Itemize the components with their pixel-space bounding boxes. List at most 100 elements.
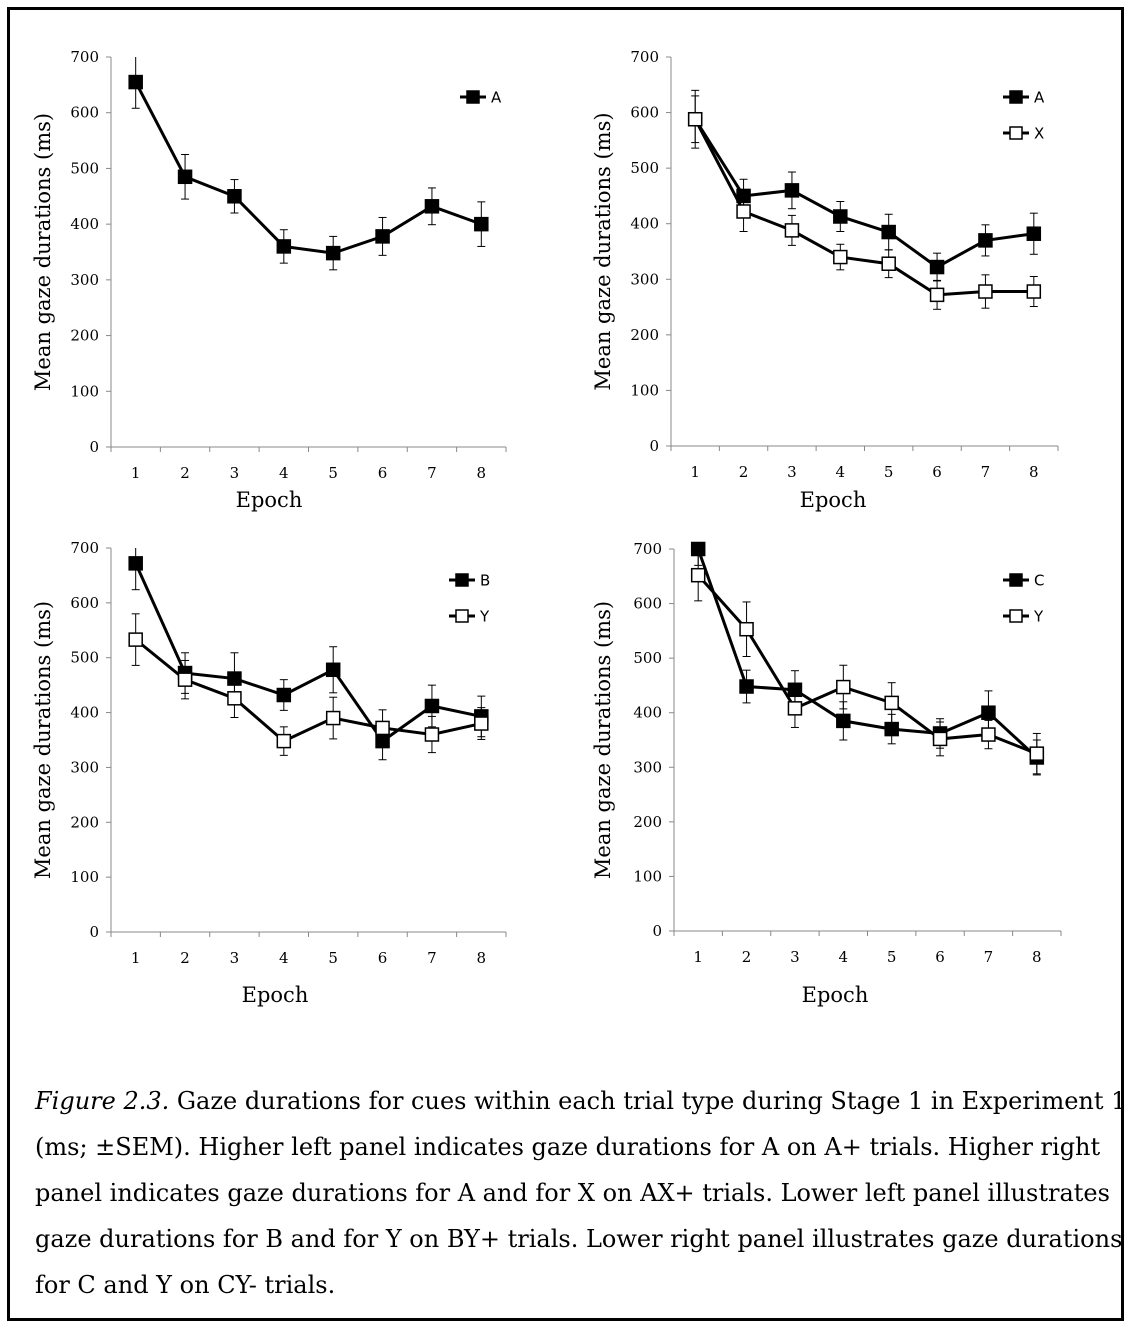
y-tick-label: 400: [70, 704, 99, 722]
legend-marker: [1009, 90, 1023, 104]
x-tick-label: 5: [884, 463, 894, 481]
x-tick-label: 6: [378, 949, 388, 967]
y-tick-label: 0: [89, 438, 99, 456]
series-line-A: [693, 118, 1035, 269]
data-point-Y: [836, 679, 851, 695]
y-tick-label: 100: [70, 382, 99, 400]
legend-marker: [1009, 126, 1023, 140]
y-tick-label: 200: [633, 813, 662, 831]
data-point-Y: [690, 567, 706, 583]
chart-panel-1: 0 100 200 300 400 500 600 700 1 2 3 4 5 6 7 8 Epoch Mean …: [31, 48, 507, 512]
figure-caption: Figure 2.3. Gaze durations for cues with…: [35, 1078, 1127, 1308]
data-point-A: [833, 209, 848, 224]
data-point-B: [276, 687, 292, 703]
y-tick-label: 0: [649, 437, 659, 455]
y-tick-label: 600: [630, 104, 659, 122]
data-point-C: [690, 541, 706, 557]
data-point-C: [787, 682, 803, 698]
x-tick-label: 6: [935, 948, 945, 966]
y-tick-label: 100: [633, 867, 662, 885]
y-tick-label: 400: [630, 215, 659, 233]
x-tick-label: 8: [477, 949, 487, 967]
x-tick-label: 8: [1032, 948, 1042, 966]
x-tick-label: 3: [230, 464, 240, 482]
legend-label: X: [1034, 125, 1044, 143]
data-point-X: [1026, 284, 1042, 299]
x-axis-title: Epoch: [802, 983, 869, 1007]
data-point-A: [227, 189, 242, 204]
data-point-X: [881, 256, 896, 271]
data-point-C: [884, 721, 899, 737]
y-tick-label: 300: [70, 271, 99, 289]
y-axis-title: Mean gaze durations (ms): [591, 601, 615, 879]
data-point-C: [836, 713, 851, 729]
y-tick-label: 600: [70, 104, 99, 122]
y-tick-label: 400: [70, 215, 99, 233]
data-point-X: [687, 111, 703, 127]
data-point-B: [128, 556, 143, 571]
x-tick-label: 1: [131, 464, 141, 482]
chart-panel-4: 0 100 200 300 400 500 600 700 1 2 3 4 5 6 7 8 Epoch Mean …: [591, 540, 1062, 1007]
legend-marker: [1009, 573, 1023, 587]
data-point-A: [978, 233, 993, 248]
data-point-A: [177, 169, 193, 185]
data-point-Y: [375, 720, 390, 736]
x-tick-label: 7: [427, 464, 437, 482]
legend-item-A: A: [1003, 89, 1045, 107]
legend-label: C: [1034, 572, 1044, 590]
legend-item-X: X: [1003, 125, 1044, 143]
y-tick-label: 300: [70, 758, 99, 776]
x-tick-label: 3: [790, 948, 800, 966]
y-tick-label: 500: [633, 649, 662, 667]
legend-item-Y: Y: [1003, 608, 1044, 626]
x-tick-label: 6: [378, 464, 388, 482]
y-tick-label: 700: [633, 540, 662, 558]
x-tick-label: 2: [180, 464, 190, 482]
x-axis-title: Epoch: [236, 488, 303, 512]
y-tick-label: 700: [630, 48, 659, 66]
y-tick-label: 200: [70, 813, 99, 831]
data-point-X: [784, 223, 800, 238]
legend-marker: [466, 90, 480, 104]
data-point-Y: [474, 716, 489, 731]
x-tick-label: 3: [230, 949, 240, 967]
data-point-C: [981, 705, 996, 720]
data-point-B: [375, 733, 390, 749]
x-tick-label: 7: [427, 949, 437, 967]
y-axis-title: Mean gaze durations (ms): [31, 113, 55, 391]
data-point-Y: [981, 727, 996, 742]
x-tick-label: 1: [690, 463, 700, 481]
data-point-A: [325, 245, 341, 261]
x-tick-label: 3: [787, 463, 797, 481]
y-axis-title: Mean gaze durations (ms): [31, 601, 55, 879]
data-point-A: [1026, 226, 1042, 241]
data-point-X: [978, 284, 993, 299]
data-point-A: [736, 188, 751, 204]
series-line-Y: [697, 574, 1038, 756]
data-point-C: [739, 679, 754, 694]
legend-item-C: C: [1003, 572, 1044, 590]
y-tick-label: 0: [652, 922, 662, 940]
series-line-B: [134, 562, 482, 744]
data-point-Y: [325, 710, 341, 726]
data-point-Y: [884, 695, 899, 711]
y-tick-label: 500: [70, 159, 99, 177]
data-point-Y: [932, 731, 948, 747]
series-line-C: [696, 548, 1038, 759]
x-tick-label: 7: [981, 463, 991, 481]
y-tick-label: 500: [630, 159, 659, 177]
legend-label: B: [480, 572, 490, 590]
data-point-A: [375, 229, 390, 244]
x-tick-label: 2: [742, 948, 752, 966]
chart-panel-2: 0 100 200 300 400 500 600 700 1 2 3 4 5 6 7 8 Epoch Mean …: [591, 48, 1059, 512]
legend-label: Y: [1033, 608, 1044, 626]
legend-item-A: A: [460, 89, 502, 107]
legend-marker: [1009, 609, 1023, 623]
y-tick-label: 100: [630, 381, 659, 399]
x-tick-label: 6: [932, 463, 942, 481]
legend-item-Y: Y: [449, 608, 490, 626]
data-point-Y: [787, 701, 803, 716]
x-tick-label: 8: [1029, 463, 1039, 481]
data-point-X: [833, 249, 848, 265]
